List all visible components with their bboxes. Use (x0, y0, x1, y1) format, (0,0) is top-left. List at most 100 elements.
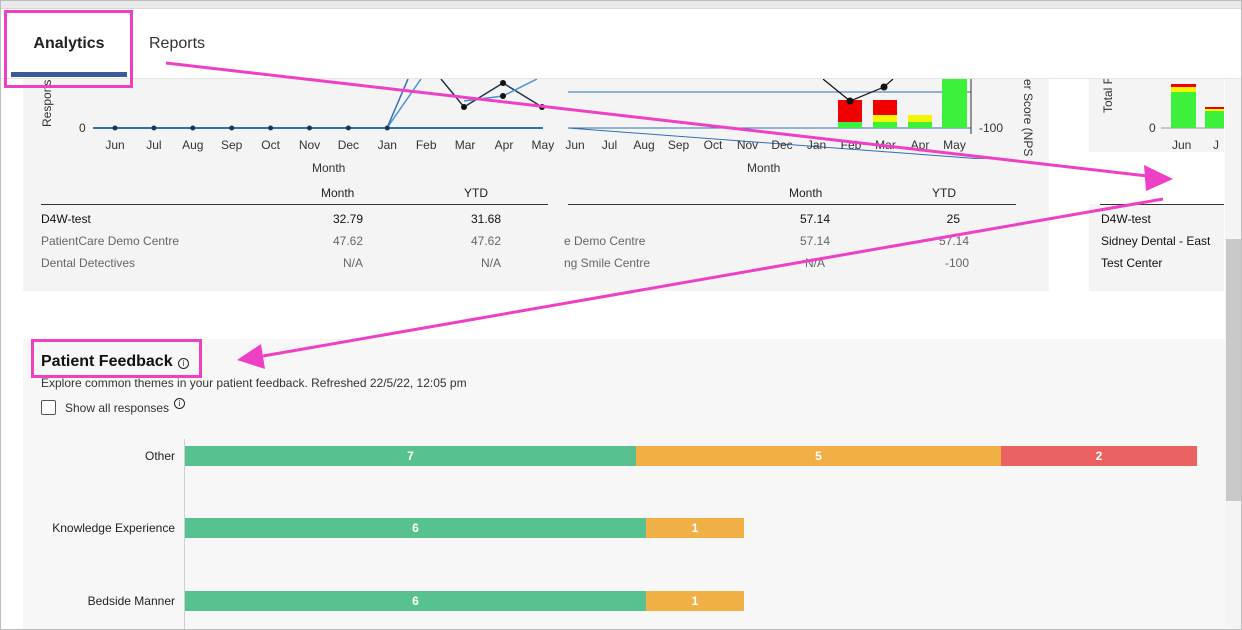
table-row-ytd: 31.68 (470, 212, 501, 226)
patient-feedback-subtitle: Explore common themes in your patient fe… (41, 376, 467, 390)
table-row-ytd: 57.14 (938, 234, 969, 248)
table-row-ytd: N/A (480, 256, 501, 270)
bar-negative-other[interactable]: 2 (1001, 446, 1197, 466)
total-feedback-gap (1089, 152, 1224, 204)
patient-feedback-title: Patient Feedback (41, 353, 173, 370)
table-header-ytd: YTD (932, 186, 956, 200)
nps-bar-may (942, 79, 967, 128)
bar-positive-knowledge-experience[interactable]: 6 (185, 518, 646, 538)
bar-positive-bedside-manner[interactable]: 6 (185, 591, 646, 611)
x-tick-jun: Jun (105, 138, 125, 152)
x-tick-feb: Feb (415, 138, 437, 152)
line-point (229, 125, 235, 131)
scrollbar-thumb[interactable] (1226, 239, 1241, 501)
bar-detractor (873, 100, 897, 115)
x-tick-mar: Mar (875, 138, 896, 152)
tab-bar: Analytics Reports (1, 9, 1241, 79)
nps-point (846, 97, 854, 105)
bar-promoter (908, 122, 932, 128)
nps-bar-mar (873, 100, 897, 128)
table-divider (1100, 204, 1224, 205)
x-tick-jun: Jun (565, 138, 585, 152)
x-tick-jan: Jan (806, 138, 827, 152)
table-header-ytd: YTD (464, 186, 488, 200)
table-row-name: Test Center (1101, 256, 1163, 270)
bar-passive (908, 115, 932, 122)
bar-passive (873, 115, 897, 122)
bar-positive-other[interactable]: 7 (185, 446, 636, 466)
tab-analytics-label: Analytics (33, 35, 105, 52)
x-tick-nov: Nov (298, 138, 321, 152)
bar-passive (1171, 87, 1196, 92)
x-tick-jan: Jan (377, 138, 397, 152)
table-row-month: 57.14 (799, 234, 830, 248)
table-row-name: Sidney Dental - East (1101, 234, 1211, 248)
theme-label-knowledge-experience: Knowledge Experience (52, 521, 175, 535)
bar-promoter (838, 122, 862, 128)
y-tick-neg100: -100 (979, 121, 1004, 135)
vertical-scrollbar[interactable] (1225, 79, 1241, 629)
x-tick-mar: Mar (454, 138, 476, 152)
responses-x-axis-title: Month (312, 161, 346, 175)
table-header-month: Month (789, 186, 823, 200)
bar-neutral-other[interactable]: 5 (636, 446, 1001, 466)
line-point (384, 125, 390, 131)
line-point (151, 125, 157, 131)
bar-neutral-bedside-manner[interactable]: 1 (646, 591, 744, 611)
line-point (500, 93, 506, 99)
nps-y-axis-label: er Score (NPS (1021, 79, 1035, 157)
table-row-ytd: 25 (946, 212, 960, 226)
patient-feedback-section: Patient Feedback i Explore common themes… (23, 339, 1225, 629)
nps-point (880, 83, 888, 91)
table-row-name: ng Smile Centre (564, 256, 651, 270)
table-row-name: PatientCare Demo Centre (41, 234, 180, 248)
x-tick-aug: Aug (633, 138, 655, 152)
show-all-responses-label: Show all responses (65, 401, 170, 415)
table-divider (568, 204, 1016, 205)
table-row-name: e Demo Centre (564, 234, 646, 248)
tab-reports-label: Reports (148, 35, 206, 52)
x-tick-apr: Apr (494, 138, 514, 152)
line-point (345, 125, 351, 131)
checkbox-box[interactable] (41, 400, 56, 415)
tab-analytics[interactable]: Analytics (11, 9, 127, 79)
table-row-ytd: 47.62 (470, 234, 501, 248)
line-point (112, 125, 118, 131)
nps-bar-apr (908, 115, 932, 128)
bar-promoter (873, 122, 897, 128)
line-point (307, 125, 312, 131)
table-row-ytd: -100 (944, 256, 969, 270)
active-tab-indicator (11, 72, 127, 77)
table-row-name: D4W-test (1101, 212, 1151, 226)
x-tick-sep: Sep (221, 138, 243, 152)
table-row-name: D4W-test (41, 212, 91, 226)
table-header-month: Month (321, 186, 355, 200)
x-tick-oct: Oct (703, 138, 723, 152)
y-tick-0: 0 (1149, 121, 1156, 135)
x-tick: Jun (1172, 138, 1192, 152)
line-point (190, 125, 196, 131)
x-tick-dec: Dec (771, 138, 793, 152)
info-icon[interactable]: i (178, 358, 189, 369)
tab-reports[interactable]: Reports (141, 9, 213, 79)
x-tick-aug: Aug (182, 138, 204, 152)
bar-passive (1205, 109, 1224, 111)
bar-promoter (1171, 92, 1196, 128)
x-tick-feb: Feb (840, 138, 862, 152)
table-row-name: Dental Detectives (41, 256, 136, 270)
nps-x-axis-title: Month (747, 161, 781, 175)
line-point (461, 104, 467, 110)
bar-neutral-knowledge-experience[interactable]: 1 (646, 518, 744, 538)
line-points (112, 80, 545, 131)
table-row-month: N/A (342, 256, 363, 270)
table-row-month: 32.79 (332, 212, 363, 226)
line-point (539, 104, 545, 110)
x-tick-sep: Sep (667, 138, 690, 152)
x-tick: J (1213, 138, 1219, 152)
total-feedback-panel: Total F 0 Jun J D4W-test Sidney Dental -… (1089, 79, 1224, 291)
bar-promoter (1205, 111, 1224, 128)
info-icon[interactable]: i (174, 398, 185, 409)
theme-label-bedside-manner: Bedside Manner (87, 594, 175, 608)
feedback-chart-axis (184, 439, 185, 629)
